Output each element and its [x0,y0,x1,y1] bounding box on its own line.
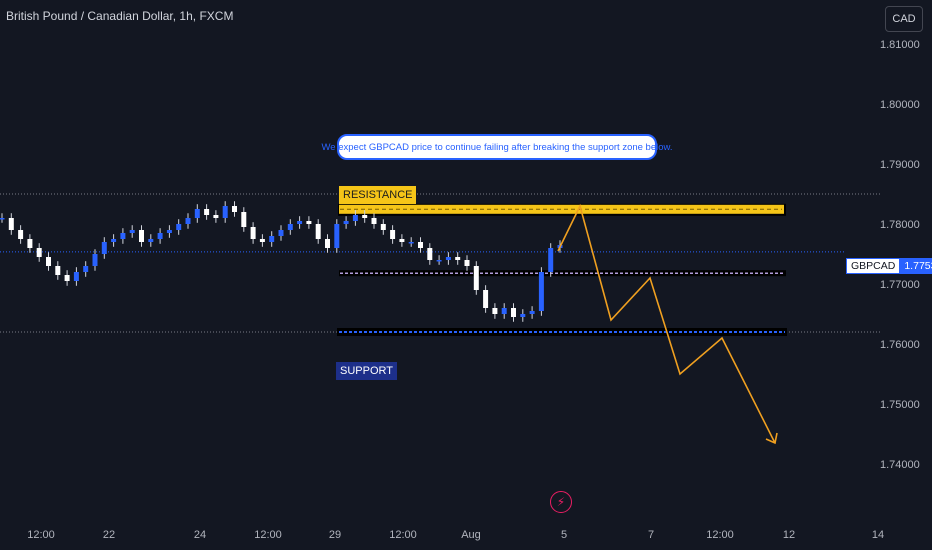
candle-body [306,221,312,224]
currency-button[interactable]: CAD [885,6,923,32]
time-axis[interactable]: 12:00 22 24 12:00 29 12:00 Aug 5 7 12:00 12 14 [27,529,884,541]
price-axis[interactable]: 1.81000 1.80000 1.79000 1.78000 1.77000 1.760… [880,39,920,471]
candle-body [241,212,247,227]
candle-body [46,257,51,266]
analysis-callout: We expect GBPCAD price to continue faili… [322,134,673,160]
time-tick-label: 12:00 [254,529,282,541]
support-label: SUPPORT [336,362,397,380]
candle-body [259,239,265,242]
candle-body [204,209,210,215]
candle-body [73,272,79,281]
price-tick-label: 1.74000 [880,459,920,471]
candle-body [269,236,275,242]
candle-body [538,272,544,311]
current-price-tag: GBPCAD 1.77535 [846,257,932,275]
time-tick-label: 12 [783,529,795,541]
price-tag-symbol: GBPCAD [846,258,901,274]
price-tick-label: 1.76000 [880,339,920,351]
price-tag-value: 1.77535 [900,258,932,274]
candle-body [111,239,117,242]
candle-body [8,218,14,230]
candle-body [315,224,321,239]
candle-body [185,218,191,224]
lightning-icon[interactable]: ⚡ [550,491,572,513]
candle-body [445,257,451,260]
candle-body [343,221,349,224]
candle-body [408,242,414,244]
candle-body [92,254,98,266]
candle-body [55,266,61,275]
projection-arrowhead [765,432,778,445]
candle-body [473,266,479,290]
resistance-zone [339,204,784,214]
candle-body [483,290,489,308]
time-tick-label: 7 [648,529,654,541]
candle-body [129,230,135,233]
candle-body [83,266,89,272]
candle-body [232,206,237,212]
candles [0,201,563,322]
candle-body [548,248,554,272]
time-tick-label: Aug [461,529,481,541]
candle-body [455,257,461,260]
candle-body [148,239,154,242]
candle-body [511,308,516,317]
time-tick-label: 29 [329,529,341,541]
candle-body [371,218,377,224]
candle-body [0,218,5,220]
candle-body [325,239,330,248]
level-lines [0,193,880,336]
time-tick-label: 24 [194,529,206,541]
candle-body [157,233,163,239]
time-tick-label: 14 [872,529,884,541]
price-tick-label: 1.77000 [880,279,920,291]
time-tick-label: 12:00 [706,529,734,541]
chart-title: British Pound / Canadian Dollar, 1h, FXC… [6,9,234,23]
price-tick-label: 1.79000 [880,159,920,171]
candle-body [213,215,219,218]
time-tick-label: 12:00 [389,529,417,541]
candle-body [278,230,284,236]
candle-body [464,260,470,266]
candle-body [436,260,442,262]
resistance-label: RESISTANCE [339,186,417,204]
price-tick-label: 1.78000 [880,219,920,231]
candle-body [399,239,405,242]
candle-body [380,224,386,230]
candle-body [36,248,42,257]
candle-body [529,311,535,314]
price-tick-label: 1.81000 [880,39,920,51]
candle-body [18,230,24,239]
candle-body [427,248,433,260]
candle-body [492,308,498,314]
candle-body [287,224,293,230]
candle-body [120,233,126,239]
projection-path [557,203,778,445]
candle-body [64,275,70,281]
time-tick-label: 12:00 [27,529,55,541]
candle-body [194,209,200,218]
candle-body [418,242,423,248]
candle-body [222,206,228,218]
time-tick-label: 5 [561,529,567,541]
candle-body [334,224,340,248]
candle-body [27,239,33,248]
price-tick-label: 1.80000 [880,99,920,111]
candle-body [166,230,172,233]
candle-body [362,215,368,218]
candle-body [390,230,396,239]
projection-line [557,203,776,444]
callout-text: We expect GBPCAD price to continue faili… [321,141,673,153]
candle-body [250,227,256,239]
time-tick-label: 22 [103,529,115,541]
candle-body [352,215,358,221]
candle-body [139,230,144,242]
candle-body [501,308,507,314]
candle-body [101,242,107,254]
candle-body [176,224,182,230]
candle-body [297,221,303,224]
candle-body [520,314,526,317]
price-tick-label: 1.75000 [880,399,920,411]
